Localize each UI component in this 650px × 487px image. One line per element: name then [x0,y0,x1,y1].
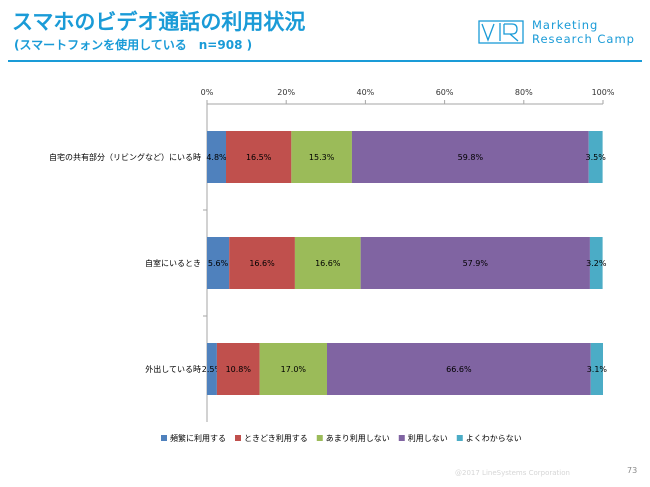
bar-segment [590,343,603,395]
data-label: 3.2% [586,259,607,268]
bar-segment [588,131,603,183]
bar-segment [207,237,230,289]
category-label: 自室にいるとき [145,258,201,268]
category-label: 自宅の共有部分（リビングなど）にいる時 [49,152,201,162]
bar-segment [291,131,352,183]
legend-swatch [316,435,323,441]
bar-segment [216,343,260,395]
page-title: スマホのビデオ通話の利用状況 [12,10,306,34]
legend-label: 頻繁に利用する [170,433,226,443]
legend-swatch [398,435,405,441]
mrc-logo-icon [478,20,524,44]
legend-label: よくわからない [466,434,522,443]
bar-segment [207,343,217,395]
x-tick-label: 20% [277,88,295,97]
bar-segment [207,131,227,183]
data-label: 10.8% [226,365,252,374]
company-logo: Marketing Research Camp [478,18,638,48]
header-rule [8,60,642,62]
x-tick-label: 100% [592,88,615,97]
data-label: 5.6% [208,259,229,268]
bar-segment [226,131,292,183]
legend-label: ときどき利用する [244,433,308,443]
data-label: 4.8% [206,153,227,162]
data-label: 3.1% [587,365,608,374]
bar-segment [326,343,591,395]
legend-label: 利用しない [408,433,448,443]
data-label: 57.9% [463,259,489,268]
data-label: 3.5% [586,153,607,162]
bar-segment [589,237,603,289]
copyright-text: @2017 LineSystems Corporation [455,469,570,477]
bar-segment [360,237,590,289]
logo-line-1: Marketing [532,18,599,32]
data-label: 16.6% [315,259,341,268]
category-label: 外出している時 [145,364,201,374]
data-label: 59.8% [458,153,484,162]
x-tick-label: 80% [515,88,533,97]
bar-segment [259,343,327,395]
legend-label: あまり利用しない [326,433,390,443]
data-label: 66.6% [446,365,472,374]
data-label: 17.0% [281,365,307,374]
x-tick-label: 40% [357,88,375,97]
bar-segment [351,131,589,183]
logo-line-2: Research Camp [532,32,635,46]
data-label: 2.5% [202,365,223,374]
data-label: 16.6% [249,259,275,268]
legend-swatch [161,435,167,441]
bar-segment [294,237,361,289]
legend-swatch [235,435,241,441]
bar-segment [229,237,295,289]
data-label: 15.3% [309,153,335,162]
data-label: 16.5% [246,153,272,162]
legend-swatch [456,435,463,441]
x-tick-label: 60% [436,88,454,97]
page-number: 73 [627,466,638,475]
x-tick-label: 0% [201,88,214,97]
page-subtitle: (スマートフォンを使用している n=908 ) [14,38,253,52]
logo-text: Marketing Research Camp [532,18,635,46]
